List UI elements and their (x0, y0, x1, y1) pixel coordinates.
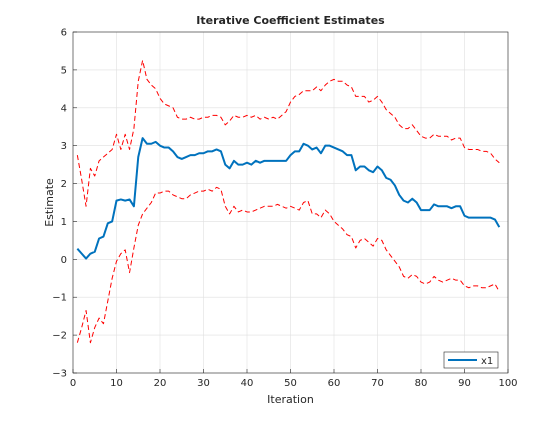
series-line-estimate (76, 137, 501, 260)
y-tick-label: −1 (52, 293, 67, 304)
y-axis-label: Estimate (43, 178, 56, 227)
grid (72, 31, 509, 374)
x-tick-label: 40 (241, 378, 254, 389)
x-axis-label: Iteration (267, 393, 314, 406)
x-tick-label: 70 (371, 378, 384, 389)
x-tick-label: 100 (498, 378, 517, 389)
series-layer (76, 59, 501, 344)
x-tick-label: 30 (197, 378, 210, 389)
x-tick-label: 60 (328, 378, 341, 389)
x-tick-label: 10 (110, 378, 123, 389)
x-axis: 0 10 20 30 40 50 60 70 80 90 100 (70, 369, 518, 389)
y-tick-label: −3 (52, 369, 67, 380)
legend: x1 (443, 351, 499, 369)
x-tick-label: 80 (415, 378, 428, 389)
x-tick-label: 20 (154, 378, 167, 389)
x-tick-label: 0 (70, 378, 76, 389)
x-tick-label: 90 (458, 378, 471, 389)
series-line-upper-bound (76, 59, 500, 207)
x-tick-label: 50 (284, 378, 297, 389)
legend-label-x1: x1 (481, 356, 493, 367)
y-tick-label: 0 (61, 255, 67, 266)
y-tick-label: 4 (61, 103, 67, 114)
y-tick-label: −2 (52, 331, 67, 342)
y-tick-label: 2 (61, 179, 67, 190)
chart-title: Iterative Coefficient Estimates (196, 14, 385, 27)
y-tick-label: 6 (61, 28, 67, 39)
y-tick-label: 5 (61, 65, 67, 76)
y-tick-label: 3 (61, 141, 67, 152)
y-tick-label: 1 (61, 217, 67, 228)
y-axis: −3 −2 −1 0 1 2 3 4 5 6 (52, 28, 77, 380)
series-line-lower-bound (76, 186, 500, 344)
